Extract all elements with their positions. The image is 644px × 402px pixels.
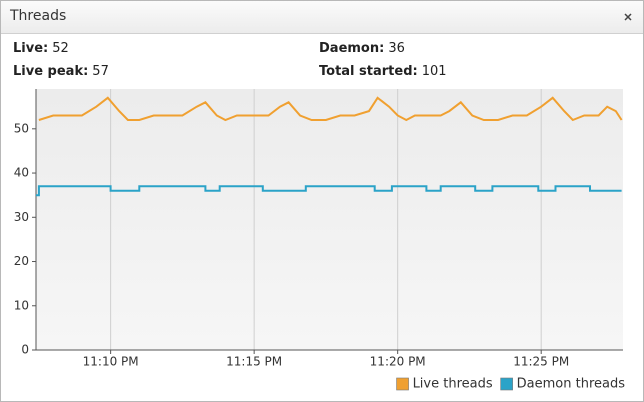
stat-label: Live: [13, 41, 49, 56]
y-tick-label: 10 [14, 298, 29, 312]
stat: Live peak: 57 [13, 64, 109, 79]
stat-value: 101 [421, 64, 447, 79]
stat-value: 36 [388, 41, 405, 56]
close-icon[interactable] [1, 1, 643, 33]
y-tick-label: 50 [14, 121, 29, 135]
legend-swatch [500, 377, 513, 391]
y-tick-label: 20 [14, 254, 29, 268]
legend-label: Live threads [413, 377, 493, 392]
stat-label: Total started: [319, 64, 418, 79]
panel-title: Threads [10, 8, 67, 24]
stat: Total started: 101 [319, 64, 447, 79]
legend-swatch [396, 377, 409, 391]
series-line [36, 185, 622, 197]
legend-label: Daemon threads [517, 377, 626, 392]
stat-value: 52 [52, 41, 69, 56]
y-tick-label: 0 [21, 343, 29, 357]
x-tick-label: 11:10 PM [83, 355, 139, 369]
plot-area [36, 89, 623, 350]
x-tick-label: 11:25 PM [513, 355, 569, 369]
x-tick-label: 11:20 PM [370, 355, 426, 369]
stat: Live: 52 [13, 41, 69, 56]
y-tick-label: 40 [14, 166, 29, 180]
stat-value: 57 [92, 64, 109, 79]
series-line [38, 96, 623, 122]
stat: Daemon: 36 [319, 41, 405, 56]
stat-label: Daemon: [319, 41, 385, 56]
x-tick-label: 11:15 PM [226, 355, 282, 369]
title-bar: Threads [1, 1, 643, 34]
y-tick-label: 30 [14, 210, 29, 224]
stat-label: Live peak: [13, 64, 89, 79]
